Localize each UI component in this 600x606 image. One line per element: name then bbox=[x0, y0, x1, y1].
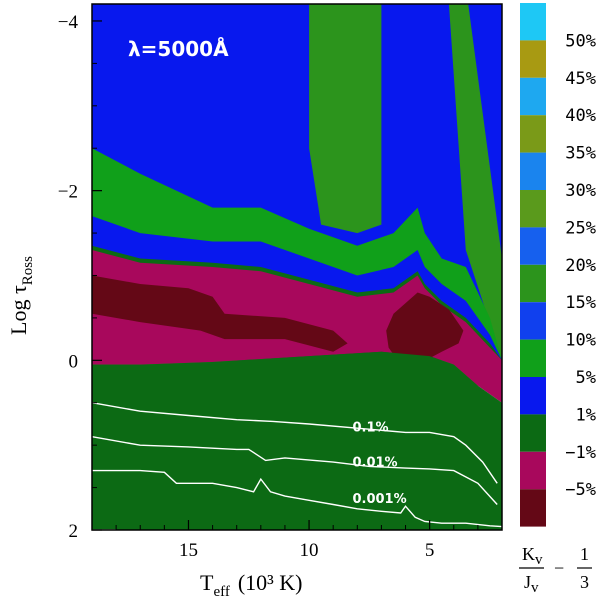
colorbar-swatch bbox=[520, 3, 546, 41]
colorbar-swatch bbox=[520, 227, 546, 265]
colorbar-label: 10% bbox=[565, 331, 596, 351]
region-level-15-green-right bbox=[448, 4, 502, 361]
colorbar-swatch bbox=[520, 302, 546, 340]
region-level-neg5-darkred-right bbox=[386, 292, 464, 365]
x-axis-label-units: (10³ K) bbox=[238, 570, 303, 595]
y-tick-label: −4 bbox=[58, 12, 79, 33]
colorbar-title-k: Kv bbox=[522, 544, 543, 568]
colorbar-swatch bbox=[520, 451, 546, 490]
contour-label-1: 0.1% bbox=[352, 421, 388, 436]
colorbar-label: 20% bbox=[565, 256, 596, 276]
contour-line-2 bbox=[92, 436, 498, 505]
y-axis-label: Log τRoss bbox=[6, 256, 36, 335]
y-axis-label-sub: Ross bbox=[20, 256, 36, 285]
colorbar-label: 50% bbox=[565, 31, 596, 51]
heatmap-regions bbox=[92, 4, 502, 530]
colorbar-swatch bbox=[520, 77, 546, 116]
colorbar-swatch bbox=[520, 152, 546, 190]
colorbar-label: 30% bbox=[565, 181, 596, 201]
colorbar-swatch bbox=[520, 264, 546, 303]
colorbar-title-one: 1 bbox=[580, 544, 589, 564]
colorbar-label: 35% bbox=[565, 144, 596, 164]
colorbar-title: Kv Jv − 1 3 bbox=[519, 544, 592, 596]
plot-frame bbox=[91, 3, 503, 531]
y-tick-label: 2 bbox=[69, 521, 79, 542]
colorbar-swatch bbox=[520, 377, 546, 415]
colorbar-swatch bbox=[520, 489, 546, 527]
colorbar-title-minus: − bbox=[554, 558, 564, 578]
x-axis-label: Teff (10³ K) bbox=[200, 570, 302, 600]
colorbar-swatch bbox=[520, 414, 546, 452]
colorbar-swatch bbox=[520, 190, 546, 228]
x-axis-label-sub: eff bbox=[213, 584, 229, 600]
colorbar-label: 45% bbox=[565, 69, 596, 89]
colorbar-label: 25% bbox=[565, 218, 596, 238]
y-axis-label-main: Log τ bbox=[6, 285, 31, 335]
x-tick-label: 10 bbox=[300, 540, 319, 561]
x-tick-label: 5 bbox=[425, 540, 435, 561]
colorbar-title-j: Jv bbox=[524, 572, 539, 596]
contour-line-3 bbox=[92, 469, 502, 528]
contour-label-2: 0.01% bbox=[352, 455, 397, 470]
region-level-neg1-darkgreen-bottom bbox=[92, 351, 502, 530]
colorbar-label: 5% bbox=[576, 368, 596, 388]
region-level-neg5-darkred-left bbox=[92, 275, 348, 352]
colorbar-label: 40% bbox=[565, 106, 596, 126]
colorbar-title-three: 3 bbox=[580, 572, 589, 592]
colorbar-label: −5% bbox=[565, 480, 596, 500]
colorbar-swatch bbox=[520, 115, 546, 153]
x-axis-label-main: T bbox=[200, 570, 214, 595]
x-axis-ticks: 15 10 5 bbox=[115, 520, 479, 561]
y-tick-label: −2 bbox=[58, 182, 78, 203]
contour-line-1 bbox=[92, 402, 498, 484]
colorbar-swatch bbox=[520, 339, 546, 377]
colorbar-label: 15% bbox=[565, 293, 596, 313]
contour-label-3: 0.001% bbox=[352, 492, 406, 507]
x-tick-label: 15 bbox=[179, 540, 198, 561]
chart-title: λ=5000Å bbox=[128, 37, 229, 61]
y-axis-ticks: −4 −2 0 2 bbox=[58, 12, 102, 542]
colorbar-swatch bbox=[520, 40, 546, 78]
contour-lines: 0.1% 0.01% 0.001% bbox=[92, 402, 502, 530]
y-tick-label: 0 bbox=[69, 351, 79, 372]
colorbar-label: −1% bbox=[565, 443, 596, 463]
region-level-15-green bbox=[309, 4, 382, 234]
colorbar-label: 1% bbox=[576, 405, 596, 425]
colorbar: 50% 45% 40% 35% 30% 25% 20% 15% 10% 5% 1% −1% −5% bbox=[520, 3, 596, 527]
